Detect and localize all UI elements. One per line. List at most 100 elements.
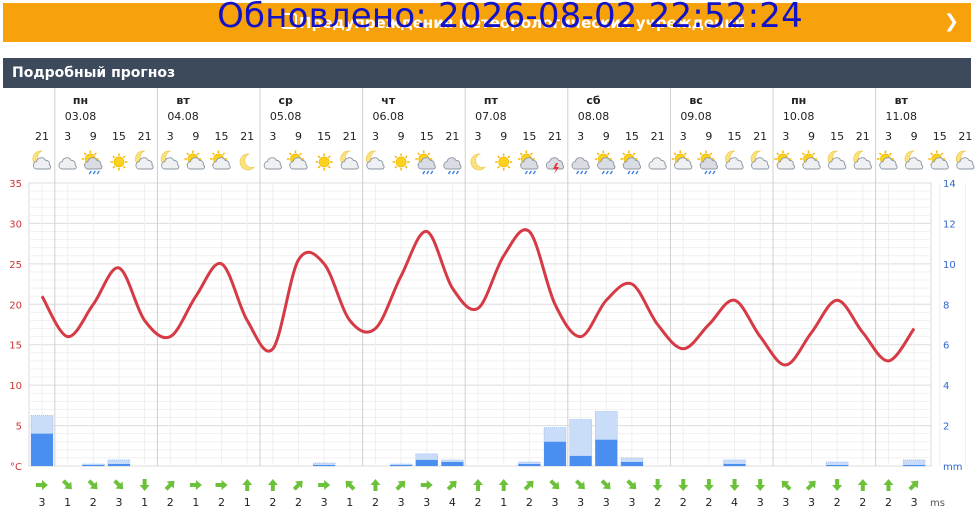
precip-bar bbox=[107, 463, 130, 466]
moon-cloud-icon bbox=[955, 150, 975, 170]
y-axis-right-tick: 10 bbox=[943, 260, 956, 271]
wind-speed: 2 bbox=[269, 496, 276, 508]
wind-arrow-icon bbox=[678, 479, 689, 491]
moon-icon bbox=[470, 153, 487, 171]
precip-bar bbox=[313, 464, 336, 466]
cloud-shape bbox=[212, 157, 231, 170]
cloud-shape bbox=[289, 157, 308, 170]
sun-icon bbox=[110, 153, 128, 171]
wind-arrow-shape bbox=[61, 479, 72, 490]
temperature-line bbox=[40, 228, 916, 367]
y-axis-right-tick: 4 bbox=[943, 381, 949, 392]
wind-arrow-icon bbox=[420, 480, 433, 490]
forecast-svg: 3530252015105°C1412108642mmпн03.08вт04.0… bbox=[9, 88, 975, 508]
day-date: 04.08 bbox=[167, 110, 199, 123]
wind-arrow-icon bbox=[318, 480, 331, 490]
hour-label: 3 bbox=[577, 130, 584, 143]
wind-arrow-icon bbox=[267, 479, 278, 491]
wind-arrow-shape bbox=[36, 480, 48, 490]
wind-speed: 3 bbox=[782, 496, 789, 508]
hour-label: 9 bbox=[705, 130, 712, 143]
sun-cloud-rain-icon bbox=[517, 150, 539, 175]
moon-cloud-icon bbox=[135, 150, 154, 170]
wind-speed: 2 bbox=[475, 496, 482, 508]
cloud-shape bbox=[32, 157, 52, 170]
sun-ray bbox=[497, 165, 500, 169]
day-date: 03.08 bbox=[65, 110, 97, 123]
sun-ray bbox=[812, 152, 816, 156]
cloud-shape bbox=[751, 157, 770, 170]
wind-speed: 3 bbox=[398, 496, 405, 508]
hour-label: 21 bbox=[753, 130, 767, 143]
sun-ray bbox=[404, 165, 408, 169]
sun-cloud-rain-icon bbox=[415, 150, 436, 175]
cloud-icon bbox=[648, 157, 667, 170]
warnings-banner[interactable]: Предупреждения метеорологических учрежде… bbox=[3, 3, 971, 42]
wind-arrow-icon bbox=[189, 480, 202, 490]
sun-ray bbox=[786, 152, 790, 156]
wind-speed: 3 bbox=[603, 496, 610, 508]
wind-arrow-shape bbox=[703, 479, 714, 491]
cloud-rain-icon bbox=[571, 157, 590, 175]
wind-speed: 1 bbox=[192, 496, 199, 508]
wind-arrow-shape bbox=[626, 479, 637, 490]
sun-ray bbox=[622, 152, 626, 156]
wind-arrow-icon bbox=[652, 479, 663, 491]
hour-label: 3 bbox=[167, 130, 174, 143]
precip-max-bar bbox=[620, 457, 644, 467]
day-date: 08.08 bbox=[578, 110, 610, 123]
rain-drop bbox=[455, 170, 459, 175]
y-axis-left-tick: 35 bbox=[9, 179, 22, 190]
hour-label: 3 bbox=[372, 130, 379, 143]
sun-ray bbox=[317, 165, 321, 169]
wind-arrow-shape bbox=[781, 480, 792, 491]
cloud-shape bbox=[648, 157, 667, 170]
sun-ray bbox=[394, 155, 398, 159]
wind-speed: 3 bbox=[552, 496, 559, 508]
precip-max-bar bbox=[569, 419, 592, 467]
wind-arrow-icon bbox=[292, 480, 303, 491]
cloud-shape bbox=[443, 157, 462, 170]
cloud-shape bbox=[366, 157, 385, 170]
wind-speed: 3 bbox=[321, 496, 328, 508]
wind-arrow-icon bbox=[832, 479, 843, 491]
wind-speed: 1 bbox=[141, 496, 148, 508]
rain-drop bbox=[422, 170, 426, 175]
hour-label: 3 bbox=[680, 130, 687, 143]
precip-bar bbox=[544, 441, 566, 466]
sun-ray bbox=[776, 152, 780, 156]
hour-label: 15 bbox=[112, 130, 126, 143]
sun-ray bbox=[112, 155, 116, 159]
cloud-shape bbox=[956, 157, 975, 170]
wind-arrow-icon bbox=[857, 479, 868, 491]
wind-speed: 2 bbox=[680, 496, 687, 508]
hour-label: 21 bbox=[856, 130, 870, 143]
wind-arrow-icon bbox=[574, 479, 585, 490]
wind-arrow-shape bbox=[420, 480, 433, 490]
wind-arrow-shape bbox=[473, 479, 484, 491]
moon-cloud-icon bbox=[853, 150, 872, 170]
day-date: 07.08 bbox=[475, 110, 507, 123]
cloud-shape bbox=[417, 157, 436, 170]
moon-icon bbox=[239, 153, 256, 171]
rain-drop bbox=[532, 170, 536, 175]
chevron-right-icon[interactable]: ❯ bbox=[943, 11, 959, 32]
rain-drop bbox=[631, 170, 635, 175]
sun-ray bbox=[327, 155, 331, 159]
wind-arrow-shape bbox=[600, 479, 611, 490]
y-axis-left-tick: 15 bbox=[9, 341, 22, 352]
cloud-shape bbox=[699, 157, 718, 170]
wind-speed: 3 bbox=[628, 496, 635, 508]
wind-arrow-shape bbox=[908, 480, 919, 491]
wind-arrow-shape bbox=[113, 479, 124, 490]
sun-ray bbox=[497, 155, 500, 159]
day-date: 06.08 bbox=[373, 110, 405, 123]
hour-label: 3 bbox=[475, 130, 482, 143]
wind-arrow-icon bbox=[215, 480, 228, 490]
moon-shape bbox=[470, 153, 487, 171]
precip-max-bar bbox=[723, 459, 746, 467]
hour-label: 3 bbox=[64, 130, 71, 143]
cloud-shape bbox=[725, 157, 744, 170]
wind-arrow-shape bbox=[87, 479, 98, 490]
sun-ray bbox=[417, 152, 421, 156]
